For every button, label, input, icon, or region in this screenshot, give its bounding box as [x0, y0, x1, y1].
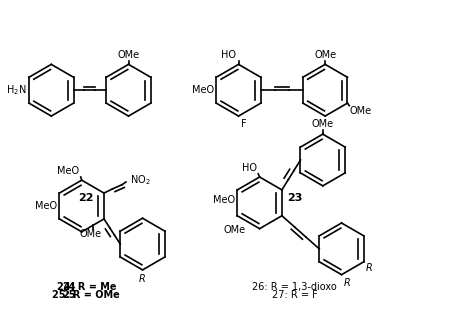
- Text: MeO: MeO: [35, 201, 57, 211]
- Text: OMe: OMe: [224, 225, 246, 236]
- Text: R: R: [366, 263, 373, 273]
- Text: 22: 22: [79, 193, 94, 203]
- Text: MeO: MeO: [57, 166, 79, 176]
- Text: 25: 25: [62, 290, 75, 300]
- Text: 27: R = F: 27: R = F: [272, 290, 318, 300]
- Text: OMe: OMe: [118, 50, 139, 60]
- Text: 25: R = OMe: 25: R = OMe: [53, 290, 120, 300]
- Text: NO$_2$: NO$_2$: [130, 173, 150, 187]
- Text: OMe: OMe: [312, 119, 334, 129]
- Text: OMe: OMe: [80, 229, 101, 239]
- Text: 26: R = 1,3-dioxo: 26: R = 1,3-dioxo: [252, 282, 337, 292]
- Text: R: R: [344, 278, 351, 288]
- Text: MeO: MeO: [213, 195, 235, 205]
- Text: 23: 23: [287, 193, 302, 203]
- Text: 24: R = Me: 24: R = Me: [56, 282, 116, 292]
- Text: OMe: OMe: [350, 106, 372, 116]
- Text: H$_2$N: H$_2$N: [6, 83, 27, 97]
- Text: HO: HO: [221, 50, 236, 60]
- Text: F: F: [241, 119, 246, 129]
- Text: OMe: OMe: [314, 50, 336, 60]
- Text: HO: HO: [242, 163, 257, 173]
- Text: MeO: MeO: [192, 85, 214, 95]
- Text: R: R: [139, 274, 146, 284]
- Text: 24: 24: [62, 282, 75, 292]
